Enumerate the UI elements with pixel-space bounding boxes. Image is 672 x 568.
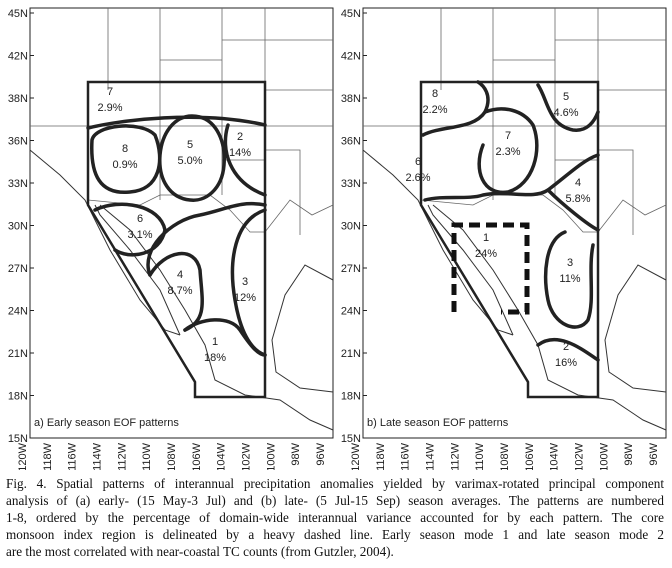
- region-mode: 3: [242, 276, 248, 288]
- lon-tick-label: 114W: [425, 442, 437, 470]
- lon-tick-label: 98W: [623, 442, 635, 465]
- lat-tick-label: 15N: [341, 433, 361, 445]
- lon-tick-label: 106W: [191, 442, 203, 470]
- lon-tick-label: 112W: [449, 442, 461, 470]
- lat-tick-label: 45N: [8, 8, 28, 20]
- panel-label: a) Early season EOF patterns: [34, 417, 179, 429]
- lat-tick-label: 27N: [8, 263, 28, 275]
- lon-tick-label: 96W: [648, 442, 660, 465]
- lon-tick-label: 108W: [166, 442, 178, 470]
- caption-line: 1-8, ordered by the percentage of domain…: [6, 510, 664, 525]
- region-percent: 3.1%: [127, 229, 152, 241]
- lon-tick-label: 98W: [290, 442, 302, 465]
- lat-tick-label: 38N: [341, 93, 361, 105]
- region-mode: 5: [563, 91, 569, 103]
- panel-a-map: [28, 6, 335, 440]
- lon-tick-label: 104W: [216, 442, 228, 470]
- lon-tick-label: 118W: [375, 442, 387, 470]
- region-mode: 7: [107, 86, 113, 98]
- lat-tick-label: 30N: [341, 221, 361, 233]
- region-percent: 2.9%: [97, 102, 122, 114]
- region-mode: 5: [187, 139, 193, 151]
- lat-tick-label: 18N: [8, 391, 28, 403]
- region-percent: 24%: [475, 248, 497, 260]
- region-percent: 2.2%: [422, 104, 447, 116]
- region-mode: 1: [483, 232, 489, 244]
- lon-tick-label: 100W: [598, 442, 610, 470]
- lon-tick-label: 110W: [474, 442, 486, 470]
- lon-tick-label: 120W: [350, 442, 362, 470]
- region-mode: 4: [575, 177, 581, 189]
- panel-label: b) Late season EOF patterns: [367, 417, 509, 429]
- lon-tick-label: 116W: [67, 442, 79, 470]
- lon-tick-label: 116W: [400, 442, 412, 470]
- lon-tick-label: 112W: [116, 442, 128, 470]
- lat-tick-label: 45N: [341, 8, 361, 20]
- caption: Fig. 4. Spatial patterns of interannual …: [6, 475, 664, 560]
- lat-tick-label: 15N: [8, 433, 28, 445]
- lat-tick-label: 21N: [8, 348, 28, 360]
- region-percent: 11%: [559, 273, 580, 285]
- panel-b-map: [361, 6, 668, 440]
- region-mode: 6: [415, 156, 421, 168]
- lon-tick-label: 102W: [241, 442, 253, 470]
- lon-tick-label: 104W: [549, 442, 561, 470]
- lon-tick-label: 96W: [315, 442, 327, 465]
- lat-tick-label: 24N: [8, 306, 28, 318]
- lon-tick-label: 120W: [17, 442, 29, 470]
- lat-tick-label: 27N: [341, 263, 361, 275]
- lat-tick-label: 33N: [341, 178, 361, 190]
- caption-line: Fig. 4. Spatial patterns of interannual …: [6, 476, 664, 491]
- lat-tick-label: 30N: [8, 221, 28, 233]
- region-percent: 0.9%: [112, 159, 137, 171]
- region-mode: 2: [237, 131, 243, 143]
- region-mode: 6: [137, 213, 143, 225]
- region-percent: 8.7%: [167, 285, 192, 297]
- lon-tick-label: 100W: [265, 442, 277, 470]
- lon-tick-label: 114W: [92, 442, 104, 470]
- region-percent: 2.3%: [495, 146, 520, 158]
- caption-line: monsoon index region is delineated by a …: [6, 527, 664, 542]
- lon-tick-label: 118W: [42, 442, 54, 470]
- lat-tick-label: 42N: [8, 51, 28, 63]
- region-mode: 8: [432, 88, 438, 100]
- lat-tick-label: 21N: [341, 348, 361, 360]
- lat-tick-label: 36N: [341, 136, 361, 148]
- region-percent: 16%: [555, 357, 577, 369]
- region-percent: 5.8%: [565, 193, 590, 205]
- lon-tick-label: 106W: [524, 442, 536, 470]
- region-mode: 2: [563, 341, 569, 353]
- lon-tick-label: 102W: [574, 442, 586, 470]
- lat-tick-label: 24N: [341, 306, 361, 318]
- region-percent: 2.6%: [405, 172, 430, 184]
- lat-tick-label: 33N: [8, 178, 28, 190]
- region-percent: 18%: [204, 352, 226, 364]
- caption-line: analysis of (a) early- (15 May-3 Jul) an…: [6, 493, 664, 508]
- region-mode: 4: [177, 269, 183, 281]
- lat-tick-label: 18N: [341, 391, 361, 403]
- region-percent: 4.6%: [553, 107, 578, 119]
- lat-tick-label: 36N: [8, 136, 28, 148]
- region-percent: 5.0%: [177, 155, 202, 167]
- lon-tick-label: 108W: [499, 442, 511, 470]
- region-mode: 1: [212, 336, 218, 348]
- lon-tick-label: 110W: [141, 442, 153, 470]
- region-mode: 8: [122, 143, 128, 155]
- region-percent: 14%: [229, 147, 251, 159]
- region-mode: 3: [567, 257, 573, 269]
- lat-tick-label: 38N: [8, 93, 28, 105]
- caption-line: are the most correlated with near-coasta…: [6, 544, 394, 559]
- region-mode: 7: [505, 130, 511, 142]
- lat-tick-label: 42N: [341, 51, 361, 63]
- region-percent: 12%: [234, 292, 256, 304]
